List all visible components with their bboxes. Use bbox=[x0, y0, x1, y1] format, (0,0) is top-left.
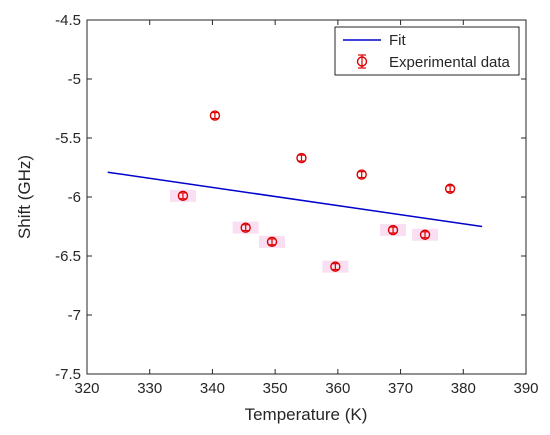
y-tick-label: -6 bbox=[68, 189, 81, 206]
data-point bbox=[266, 236, 278, 248]
data-point bbox=[419, 229, 431, 240]
y-tick-label: -4.5 bbox=[55, 12, 81, 29]
data-marker bbox=[356, 169, 367, 180]
data-marker bbox=[177, 190, 189, 202]
y-tick-label: -5 bbox=[68, 71, 81, 88]
x-tick-label: 350 bbox=[263, 380, 288, 397]
data-point bbox=[296, 152, 307, 164]
data-marker bbox=[387, 224, 399, 236]
legend-fit-label: Fit bbox=[389, 32, 406, 49]
x-tick-label: 320 bbox=[74, 380, 99, 397]
data-marker bbox=[419, 229, 431, 240]
x-axis-label: Temperature (K) bbox=[245, 405, 368, 424]
ticks-layer: 320 330 340 350 360 370 380 390 -7.5 -7 -6.5 -6 -5.5… bbox=[55, 12, 538, 397]
fit-line bbox=[107, 171, 483, 228]
data-marker bbox=[296, 152, 307, 164]
points-layer bbox=[177, 110, 456, 272]
data-marker bbox=[330, 261, 341, 272]
x-tick-label: 380 bbox=[451, 380, 476, 397]
x-tick-label: 330 bbox=[137, 380, 162, 397]
data-marker bbox=[240, 222, 251, 233]
data-marker bbox=[266, 236, 278, 248]
legend-data-label: Experimental data bbox=[389, 54, 511, 71]
data-point bbox=[209, 110, 221, 121]
legend-box bbox=[334, 26, 520, 76]
y-tick-label: -7.5 bbox=[55, 366, 81, 383]
legend-data-swatch bbox=[356, 54, 368, 69]
x-tick-label: 370 bbox=[388, 380, 413, 397]
x-tick-label: 360 bbox=[325, 380, 350, 397]
y-tick-label: -6.5 bbox=[55, 248, 81, 265]
data-point bbox=[356, 169, 367, 180]
y-tick-label: -5.5 bbox=[55, 130, 81, 147]
x-tick-label: 340 bbox=[200, 380, 225, 397]
x-tick-label: 390 bbox=[513, 380, 538, 397]
y-tick-label: -7 bbox=[68, 307, 81, 324]
y-axis-label: Shift (GHz) bbox=[15, 155, 34, 239]
legend: Fit Experimental data bbox=[334, 26, 520, 76]
data-marker bbox=[444, 183, 456, 194]
data-point bbox=[330, 261, 341, 272]
data-point bbox=[444, 183, 456, 194]
fit-layer bbox=[107, 171, 483, 228]
data-marker bbox=[209, 110, 221, 121]
data-point bbox=[387, 224, 399, 236]
data-point bbox=[240, 222, 251, 233]
data-point bbox=[177, 190, 189, 202]
